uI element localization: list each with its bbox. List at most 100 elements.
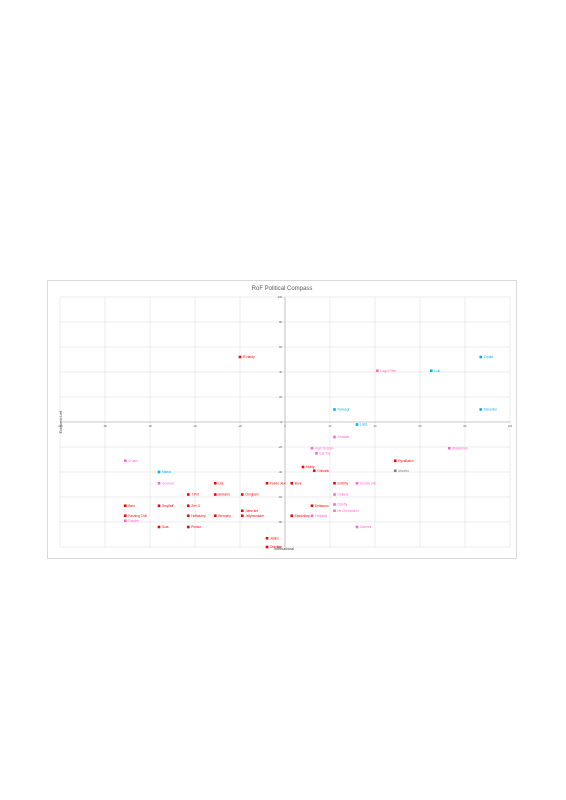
data-point xyxy=(123,519,127,523)
data-point-label: Statesman xyxy=(452,446,467,450)
data-point-label: Clingham xyxy=(245,493,259,497)
data-point-label: Bore xyxy=(295,481,302,485)
data-point xyxy=(265,545,269,549)
scatter-chart: RoF Political Compass -100 -80 -60 -40 -20 0 2… xyxy=(57,286,512,551)
data-point-label: Feerie Jew xyxy=(270,481,286,485)
data-point xyxy=(213,493,217,496)
data-point-label: Gooreso xyxy=(162,481,174,485)
data-point-label: Deltamon xyxy=(315,504,329,508)
data-point-label: Jellymunkder xyxy=(245,514,265,518)
points-layer: R.Hardy Crypto Cogul Pete Loki Norwegr Dissen… xyxy=(123,355,498,549)
x-tick-label: 80 xyxy=(464,424,467,428)
data-point xyxy=(301,465,305,469)
y-tick-label: -20 xyxy=(278,445,282,449)
data-point-label: Sula xyxy=(162,525,169,529)
data-point-label: Fanfadly xyxy=(315,514,328,518)
data-point xyxy=(123,459,127,463)
axis-layer: -100 -80 -60 -40 -20 0 20 40 60 80 100 100 80 60 40 20 0… xyxy=(57,295,512,549)
data-point-label: High Tension xyxy=(315,446,334,450)
data-point xyxy=(355,423,359,426)
data-point-label: Pimbur xyxy=(191,525,202,529)
y-tick-label: -60 xyxy=(278,495,282,499)
y-tick-label: 100 xyxy=(278,295,283,299)
data-point xyxy=(310,504,314,508)
data-point xyxy=(157,504,161,508)
data-point xyxy=(290,514,294,518)
data-point xyxy=(393,469,397,473)
data-point xyxy=(157,525,161,529)
x-tick-label: -40 xyxy=(193,424,197,428)
data-point xyxy=(186,504,190,508)
data-point-label: Debate info xyxy=(360,481,377,485)
data-point xyxy=(333,408,336,411)
data-point xyxy=(333,503,336,506)
data-point-label: Lita xyxy=(218,481,223,485)
data-point xyxy=(333,481,336,485)
data-point-label: Ryvalkstiln xyxy=(398,459,413,463)
y-tick-label: 20 xyxy=(279,395,282,399)
chart-title: RoF Political Compass xyxy=(252,286,313,292)
data-point xyxy=(333,435,336,439)
data-point xyxy=(240,514,244,518)
data-point-label: Zen G xyxy=(191,504,200,508)
data-point xyxy=(429,369,433,373)
x-axis-label: International xyxy=(274,547,294,551)
data-point xyxy=(265,536,269,540)
data-point-label: Baro xyxy=(128,504,135,508)
data-point-label: Flauder xyxy=(128,519,140,523)
data-point-label: Emblhy xyxy=(338,481,349,485)
data-point-label: Mr Chemizal-in xyxy=(338,509,360,513)
y-tick-label: -100 xyxy=(277,545,283,549)
data-point xyxy=(186,525,190,529)
data-point-label: Mukty xyxy=(306,465,315,469)
data-point xyxy=(240,509,244,513)
data-point xyxy=(213,481,217,485)
data-point xyxy=(186,514,190,518)
data-point xyxy=(157,470,161,474)
data-point xyxy=(479,355,483,359)
data-point xyxy=(157,481,161,485)
y-tick-label: 60 xyxy=(279,345,282,349)
data-point xyxy=(315,451,318,455)
data-point xyxy=(333,493,336,496)
data-point xyxy=(312,469,316,473)
data-point-label: Galbres xyxy=(360,525,372,529)
x-tick-label: 0 xyxy=(284,424,286,428)
data-point-label: Spewnling xyxy=(295,514,310,518)
data-point-label: Ghisnbb xyxy=(317,469,329,473)
data-point-label: T Pot xyxy=(191,493,199,497)
y-tick-label: 40 xyxy=(279,370,282,374)
chart-frame: RoF Political Compass -100 -80 -60 -40 -20 0 2… xyxy=(47,280,517,559)
data-point xyxy=(355,525,359,529)
data-point xyxy=(447,446,451,450)
data-point-label: Jellins xyxy=(270,536,279,540)
x-tick-label: -80 xyxy=(103,424,107,428)
data-point-label: Dizeffy xyxy=(338,503,348,507)
data-point-label: LGEL xyxy=(360,423,368,427)
y-axis-label: Economic Left xyxy=(59,411,63,434)
data-point xyxy=(213,514,217,518)
data-point-label: Loki xyxy=(434,369,440,373)
data-point-label: Hoffalump xyxy=(191,514,206,518)
data-point xyxy=(375,369,379,373)
y-tick-label: -80 xyxy=(278,520,282,524)
data-point-label: Cravilla xyxy=(270,545,281,549)
data-point-label: Cr-tain xyxy=(128,459,138,463)
data-point-label: Eat Toy xyxy=(320,451,331,455)
data-point-label: Fanning Chill xyxy=(128,514,147,518)
data-point xyxy=(355,481,359,485)
x-tick-label: -60 xyxy=(148,424,152,428)
data-point xyxy=(265,481,269,485)
data-point xyxy=(238,355,242,359)
data-point xyxy=(393,459,397,463)
data-point-label: Berkeiro xyxy=(218,493,230,497)
data-point xyxy=(310,514,314,518)
x-tick-label: 20 xyxy=(329,424,332,428)
data-point-label: Gelkers xyxy=(338,493,349,497)
data-point-label: Cogul Pete xyxy=(380,369,396,373)
data-point-label: Jame shf xyxy=(245,509,258,513)
data-point-label: Smyllaff xyxy=(162,504,173,508)
x-tick-label: 60 xyxy=(419,424,422,428)
data-point-label: Rexophy xyxy=(218,514,231,518)
x-tick-label: -100 xyxy=(57,424,63,428)
